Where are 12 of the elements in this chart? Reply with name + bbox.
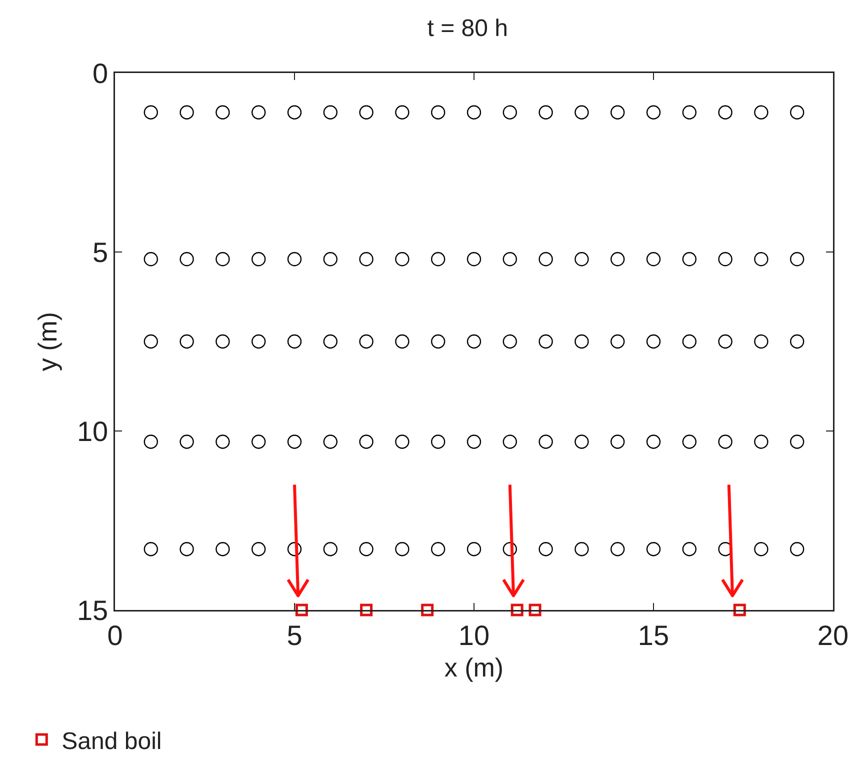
y-axis-title: y (m) [32, 312, 62, 372]
x-tick-label: 5 [286, 620, 302, 651]
y-tick-label: 15 [76, 594, 108, 626]
chart-title: t = 80 h [427, 15, 508, 42]
y-tick-label: 5 [92, 236, 108, 268]
y-tick-label: 0 [92, 58, 108, 89]
legend-label: Sand boil [62, 728, 162, 755]
x-tick-label: 10 [458, 620, 490, 651]
x-tick-label: 15 [638, 620, 670, 651]
y-tick-label: 10 [76, 416, 108, 447]
x-tick-label: 20 [817, 620, 849, 651]
x-axis-title: x (m) [444, 652, 504, 682]
